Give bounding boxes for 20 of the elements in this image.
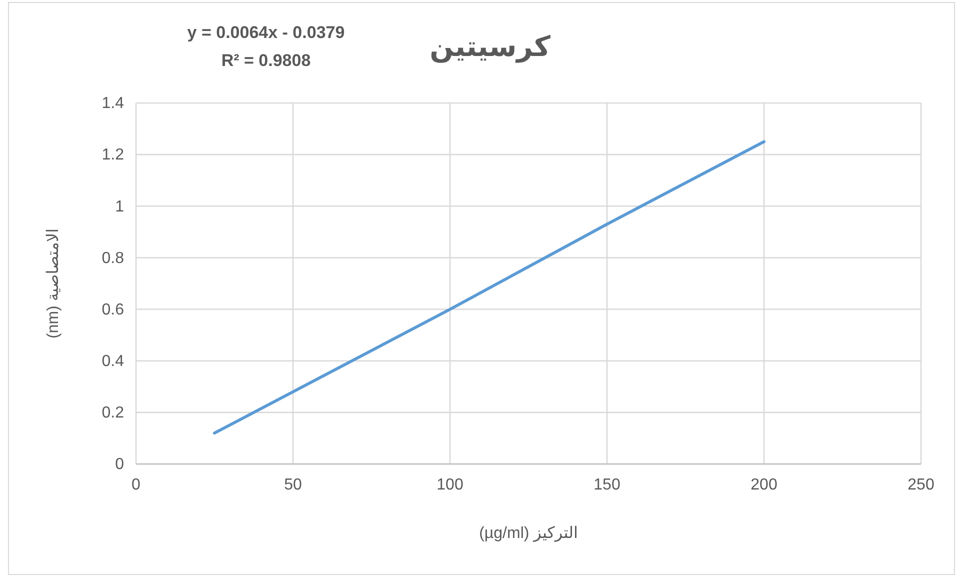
x-tick-label: 0 bbox=[132, 476, 141, 494]
y-tick-label: 0.6 bbox=[102, 301, 124, 318]
line-series bbox=[213, 140, 766, 435]
y-tick-label: 0.8 bbox=[102, 250, 124, 267]
x-tick-label: 150 bbox=[594, 476, 620, 494]
text: R² = 0.9808 bbox=[221, 51, 311, 70]
y-tick-label: 1 bbox=[115, 198, 124, 216]
x-tick-label: 50 bbox=[284, 476, 302, 494]
y-tick-label: 0.2 bbox=[102, 404, 124, 422]
y-tick-label: 1.4 bbox=[102, 95, 124, 112]
x-axis-title: التركيز (µg/ml) bbox=[479, 525, 578, 542]
x-tick-label: 200 bbox=[750, 476, 778, 494]
y-tick-label: 1.2 bbox=[102, 146, 124, 164]
y-tick-label: 0.4 bbox=[102, 352, 124, 370]
y-tick-label: 0 bbox=[115, 456, 124, 474]
chart-title: كرسيتين bbox=[430, 31, 552, 63]
x-tick-label: 250 bbox=[908, 476, 934, 494]
text: y = 0.0064x - 0.0379 bbox=[187, 23, 345, 42]
x-tick-label: 100 bbox=[436, 476, 464, 494]
y-axis-title: الامتصاصية (nm) bbox=[45, 228, 62, 339]
